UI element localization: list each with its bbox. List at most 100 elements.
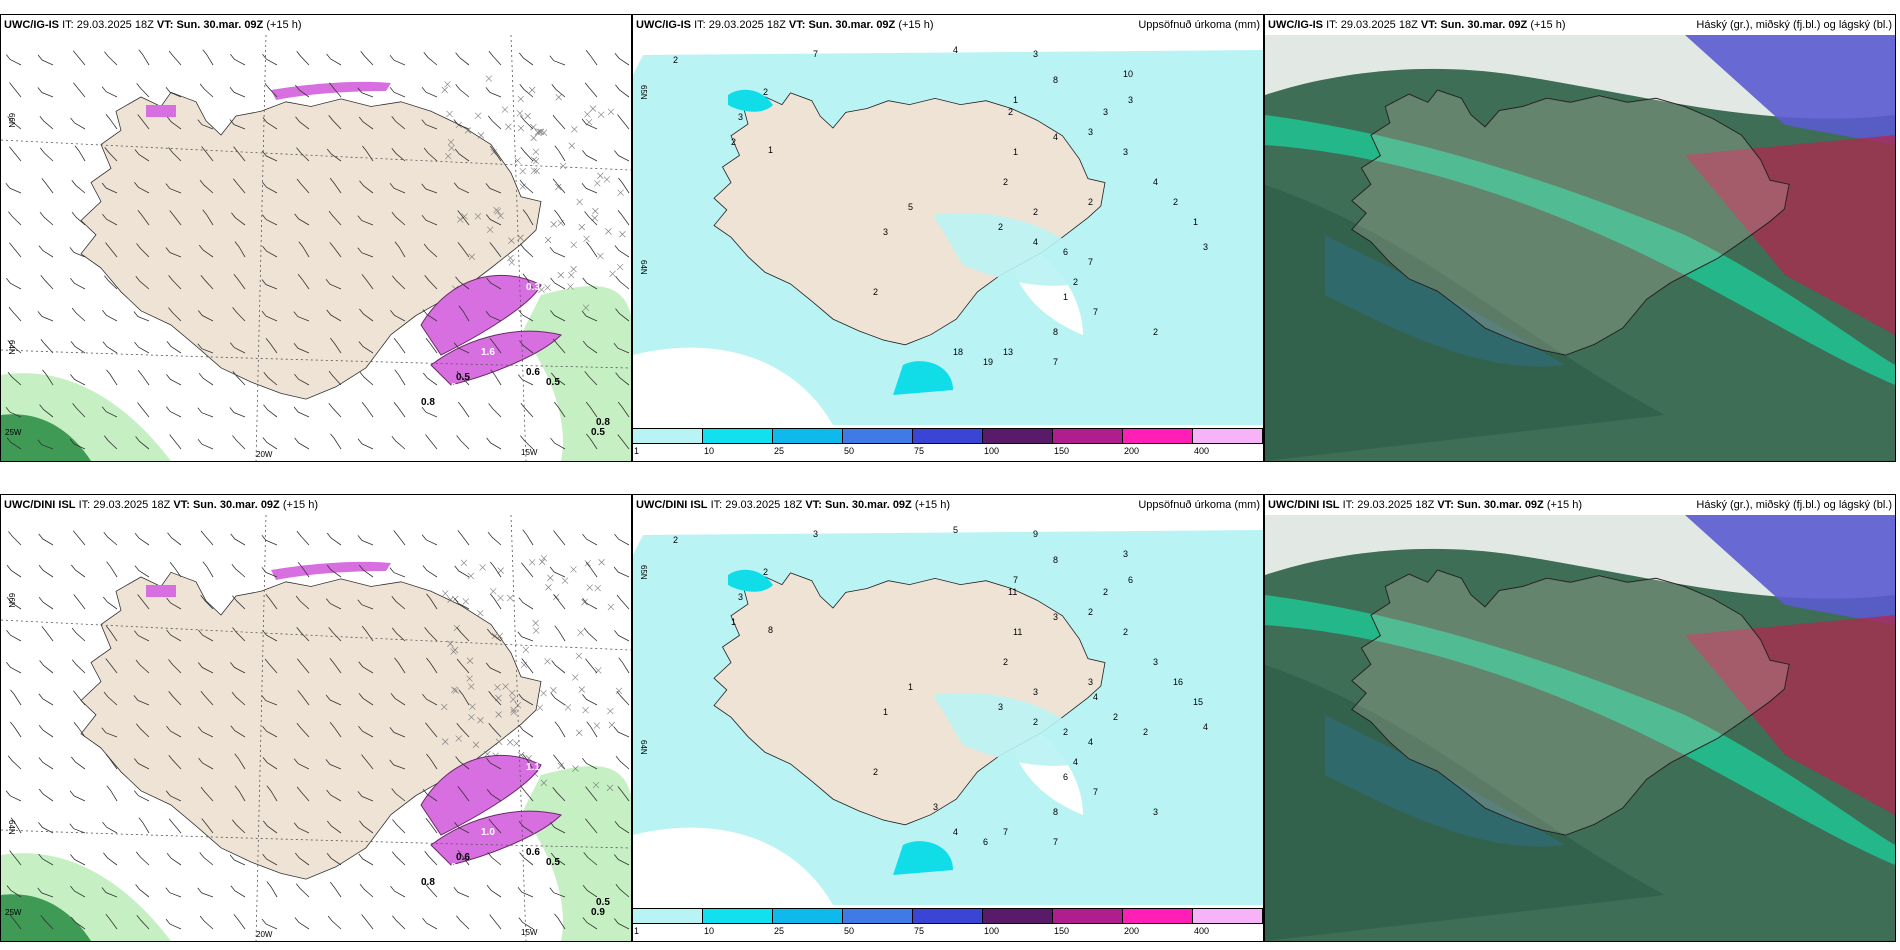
wind-barb [389,54,406,66]
it-label: IT: [62,19,74,31]
wind-barb [137,402,150,418]
panel-header: UWC/IG-IS IT: 29.03.2025 18Z VT: Sun. 30… [1,15,631,35]
wind-barb [618,177,630,194]
snow-band [420,274,542,356]
panel-header: UWC/DINI ISL IT: 29.03.2025 18Z VT: Sun.… [633,495,1263,515]
vt-label: VT: [788,19,806,31]
wind-barb [9,82,22,98]
wind-barb [454,148,470,162]
wind-barb [486,885,502,898]
wind-barb [70,117,86,130]
wind-barb [134,182,150,194]
precip-value-label: 0.5 [591,427,605,438]
wind-barb [389,759,406,770]
snow-hatch [532,148,540,156]
precip-green-dark-area [1,894,91,941]
wind-barb [136,83,150,98]
precip-value-label: 11 [1013,627,1022,637]
longitude-label: 20W [256,450,273,459]
longitude-line [255,515,267,941]
wind-barb [229,119,246,130]
it-label: IT: [694,19,706,31]
panel-title: Háský (gr.), miðský (fj.bl.) og lágský (… [1696,19,1892,31]
wind-barb [165,790,182,802]
wind-barb [105,754,118,770]
snow-band [271,81,391,100]
wind-barb [585,818,598,834]
wind-barb [261,310,278,322]
wind-barb [230,533,246,546]
wind-barb [522,273,534,290]
snow-hatch [441,703,448,711]
wind-barb [37,311,54,322]
snow-hatch [597,111,605,118]
wind-barb [518,309,534,322]
wind-barb [489,338,502,354]
wind-barb [231,691,246,706]
wind-barb [231,819,246,834]
wind-barb [201,146,214,162]
wind-barb [38,693,54,706]
dense-cloud-area [1685,615,1895,815]
snow-hatch [607,603,615,611]
precip-value-label: 7 [1093,787,1098,797]
high-cloud-area [1685,35,1895,145]
snow-hatch [485,75,493,82]
wind-barb [326,564,342,578]
wind-barb [393,402,406,418]
precip-value-label: 1 [1013,95,1018,105]
colorbar-swatch [773,908,843,924]
precip-value-label: 1 [1063,292,1068,302]
wind-barb [328,627,342,642]
wind-snow-panel-bottom: UWC/DINI ISL IT: 29.03.2025 18Z VT: Sun.… [0,494,632,942]
snow-hatch [445,152,452,160]
snow-hatch [561,577,569,584]
wind-barb [9,242,22,258]
wind-barb [391,116,406,130]
wind-barb [454,598,470,610]
precip-value-label: 8 [1053,807,1058,817]
latitude-line [1,139,631,171]
snow-hatch [450,648,457,655]
colorbar-swatch [843,428,913,444]
snow-hatch [469,703,476,710]
wind-barb [293,758,310,770]
wind-barb [487,115,502,130]
wind-barb [391,211,406,226]
wind-barb [38,788,54,802]
precip-colorbar: 1 10 25 50 75 100 150 200 400 [633,907,1263,941]
iceland-land [1352,90,1789,355]
wind-barb [105,242,118,258]
wind-barb [262,53,278,66]
wind-barb [136,914,150,930]
snow-hatch [452,687,460,694]
lead-time: (+15 h) [282,499,319,511]
precip-value-label: 3 [1128,95,1133,105]
mid-cloud-band [1265,595,1895,865]
wind-barb [453,342,470,354]
wind-barb [423,147,438,162]
wind-barb [106,561,118,578]
wind-barb [520,786,534,802]
wind-barb [422,565,438,578]
wind-barb [426,753,438,770]
precip-value-label: 4 [1088,737,1093,747]
wind-barb [391,627,406,642]
wind-barb [456,370,470,386]
wind-barb [105,914,118,930]
high-cloud-area [1685,515,1895,625]
wind-barb [70,916,86,930]
snow-hatch [607,108,615,116]
wind-barb [263,404,278,418]
no-precip-area [633,347,833,425]
latitude-label: 64N [639,260,648,275]
wind-barb [166,852,182,866]
wind-barb [615,883,630,898]
precip-panel-bottom: UWC/DINI ISL IT: 29.03.2025 18Z VT: Sun.… [632,494,1264,942]
longitude-label: 25W [5,908,22,917]
wind-barb [550,310,566,322]
wind-barb [198,372,214,386]
wind-barb [70,756,86,770]
wind-barb [422,372,438,386]
